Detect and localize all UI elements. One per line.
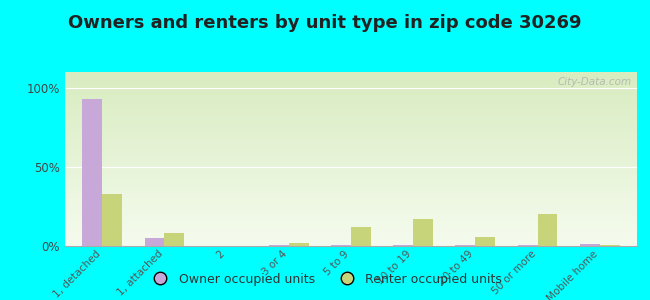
Bar bbox=[475, 236, 495, 246]
Bar bbox=[351, 227, 371, 246]
Bar bbox=[144, 238, 164, 246]
Bar bbox=[331, 245, 351, 246]
Bar bbox=[269, 245, 289, 246]
Legend: Owner occupied units, Renter occupied units: Owner occupied units, Renter occupied un… bbox=[143, 268, 507, 291]
Bar bbox=[164, 233, 185, 246]
Bar bbox=[102, 194, 122, 246]
Bar bbox=[600, 245, 619, 246]
Text: City-Data.com: City-Data.com bbox=[557, 77, 631, 87]
Bar bbox=[517, 245, 538, 246]
Bar bbox=[538, 214, 558, 246]
Bar bbox=[456, 245, 475, 246]
Bar bbox=[413, 219, 433, 246]
Bar bbox=[580, 244, 600, 246]
Bar bbox=[393, 245, 413, 246]
Text: Owners and renters by unit type in zip code 30269: Owners and renters by unit type in zip c… bbox=[68, 14, 582, 32]
Bar bbox=[289, 243, 309, 246]
Bar bbox=[83, 99, 102, 246]
